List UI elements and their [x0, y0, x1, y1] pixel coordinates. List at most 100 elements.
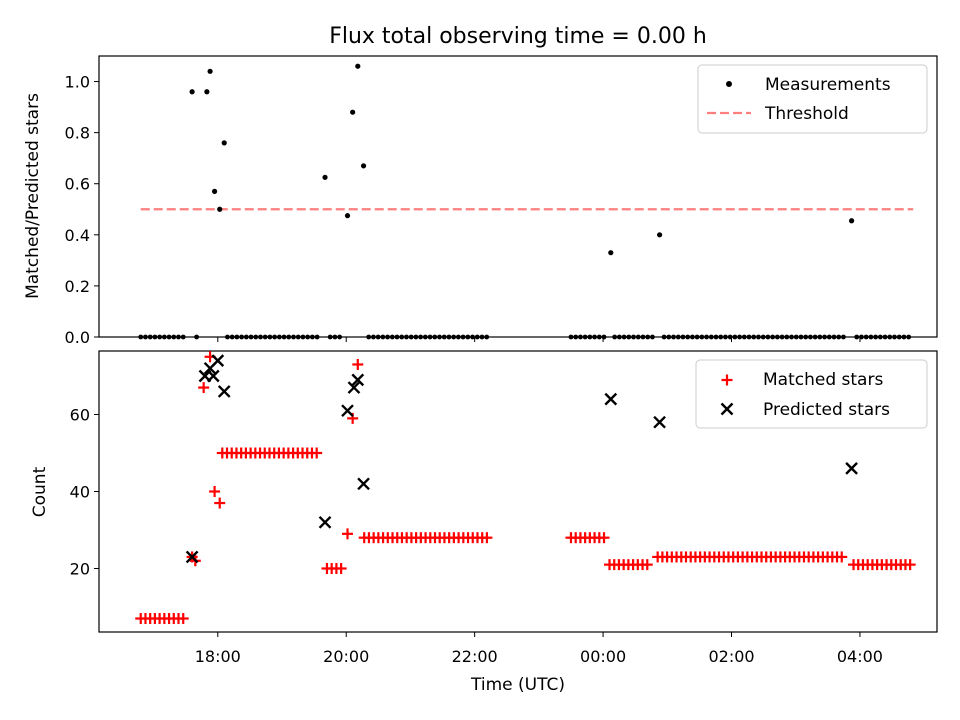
matched-series: [135, 351, 916, 625]
measurement-point: [157, 334, 163, 340]
measurement-point: [413, 334, 419, 340]
top-y-label: Matched/Predicted stars: [23, 93, 43, 299]
measurement-point: [732, 334, 738, 340]
measurement-point: [887, 334, 893, 340]
predicted-point: [604, 392, 618, 406]
top-legend: Measurements Threshold: [697, 64, 928, 134]
top-y-tick-label: 0.8: [65, 124, 90, 143]
measurement-point: [612, 334, 618, 340]
measurement-point: [404, 334, 409, 340]
top-legend-box: [697, 64, 928, 134]
legend-predicted-label: Predicted stars: [763, 400, 890, 420]
top-y-axis: 0.0 0.2 0.4 0.6 0.8 1.0: [65, 73, 99, 347]
measurement-point: [592, 334, 597, 340]
matched-point: [904, 559, 916, 571]
measurement-point: [737, 334, 743, 340]
measurement-point: [204, 89, 210, 95]
measurement-point: [626, 334, 632, 340]
cross-stroke: [211, 354, 225, 367]
bottom-x-axis: 18:00 20:00 22:00 00:00 02:00 04:00: [195, 632, 883, 666]
measurement-point: [385, 334, 390, 340]
measurement-point: [484, 334, 490, 340]
measurement-point: [789, 334, 794, 340]
measurement-point: [666, 334, 672, 340]
cross-stroke: [206, 369, 220, 383]
measurement-point: [166, 334, 172, 340]
matched-point: [311, 447, 323, 459]
measurement-point: [451, 334, 457, 340]
predicted-point: [206, 369, 220, 383]
cross-stroke: [357, 477, 370, 491]
measurement-point: [371, 334, 376, 340]
measurement-point: [779, 334, 785, 340]
measurement-point: [171, 334, 177, 340]
measurement-point: [713, 334, 719, 340]
matched-point: [335, 562, 347, 574]
measurement-point: [906, 334, 912, 340]
cross-stroke: [341, 404, 354, 418]
measurement-point: [601, 334, 607, 340]
measurement-point: [863, 334, 869, 340]
measurement-point: [418, 334, 424, 340]
measurement-point: [399, 334, 405, 340]
measurement-point: [765, 334, 771, 340]
matched-point: [209, 486, 221, 497]
measurement-point: [408, 334, 414, 340]
cross-stroke: [845, 462, 858, 475]
measurement-point: [262, 334, 268, 340]
measurement-point: [578, 334, 583, 340]
measurement-point: [803, 334, 809, 340]
measurement-point: [892, 334, 897, 340]
measurement-point: [314, 334, 320, 340]
measurement-point: [332, 334, 338, 340]
measurement-point: [211, 188, 218, 194]
legend-matched-marker: [721, 374, 733, 386]
cross-stroke: [347, 381, 361, 394]
measurement-point: [699, 334, 705, 340]
legend-matched-label: Matched stars: [763, 370, 883, 390]
measurement-point: [661, 334, 667, 340]
measurement-point: [239, 334, 244, 340]
measurement-point: [746, 334, 752, 340]
measurements-series: [138, 63, 912, 340]
measurement-point: [337, 334, 343, 340]
measurement-point: [253, 334, 259, 340]
measurement-point: [355, 63, 361, 69]
predicted-series: [185, 354, 858, 564]
predicted-point: [318, 515, 332, 529]
cross-stroke: [604, 392, 618, 406]
measurement-point: [741, 334, 747, 340]
measurement-point: [718, 334, 724, 340]
measurement-point: [234, 334, 240, 340]
measurement-point: [756, 334, 761, 340]
bottom-legend: Matched stars Predicted stars: [695, 359, 928, 429]
predicted-point: [185, 550, 199, 564]
bottom-y-label: Count: [30, 466, 50, 517]
measurement-point: [859, 334, 864, 340]
measurement-point: [470, 334, 475, 340]
matched-point: [598, 532, 610, 544]
measurement-point: [694, 334, 700, 340]
measurement-point: [138, 334, 144, 340]
measurement-point: [877, 334, 883, 340]
measurement-point: [189, 89, 195, 95]
measurement-point: [656, 232, 663, 238]
measurement-point: [621, 334, 627, 340]
matched-point: [836, 551, 848, 563]
measurement-point: [774, 334, 780, 340]
measurement-point: [375, 334, 381, 340]
predicted-point: [845, 462, 858, 475]
legend-plus: [721, 374, 733, 386]
legend-threshold-label: Threshold: [764, 104, 849, 124]
measurement-point: [812, 334, 818, 340]
predicted-point: [347, 381, 361, 394]
measurement-point: [221, 140, 227, 146]
measurement-point: [322, 174, 328, 180]
measurement-point: [432, 334, 438, 340]
measurement-point: [366, 334, 372, 340]
measurement-point: [831, 334, 837, 340]
measurement-point: [675, 334, 681, 340]
measurement-point: [573, 334, 579, 340]
bottom-legend-box: [695, 359, 928, 429]
